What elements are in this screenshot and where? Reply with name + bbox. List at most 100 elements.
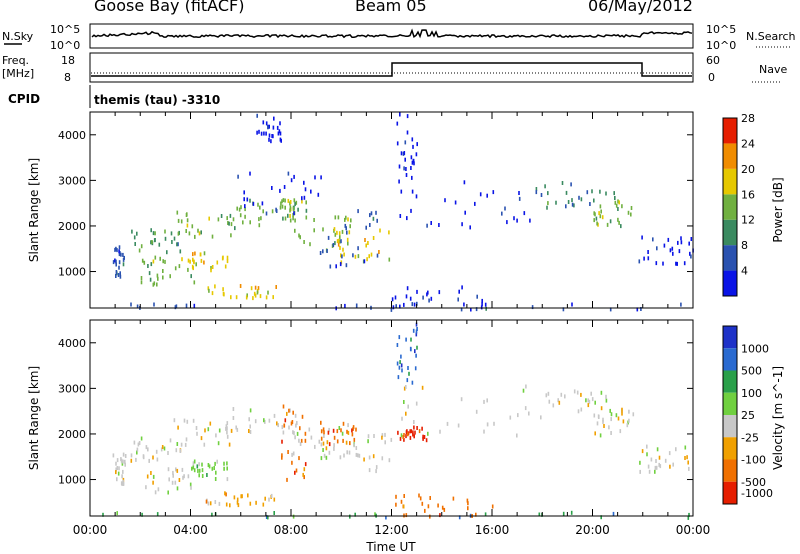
power-mark [304, 187, 307, 192]
power-mark [277, 131, 280, 136]
velocity-mark [283, 423, 285, 428]
power-mark [292, 206, 295, 211]
velocity-mark [410, 347, 412, 352]
velocity-mark [154, 490, 157, 495]
velocity-mark [196, 464, 199, 469]
power-mark [319, 251, 322, 255]
velocity-mark [483, 399, 485, 404]
power-mark [388, 257, 391, 262]
power-mark [347, 241, 349, 246]
power-mark [246, 293, 248, 298]
velocity-mark [342, 438, 344, 443]
power-mark [481, 302, 483, 307]
velocity-mark [538, 512, 541, 517]
power-mark [345, 263, 348, 268]
power-mark [282, 198, 285, 203]
power-mark [153, 281, 156, 286]
power-mark [249, 171, 251, 176]
power-mark [230, 233, 232, 238]
power-mark [290, 178, 293, 183]
velocity-mark [413, 434, 415, 439]
velocity-mark [405, 434, 407, 439]
velocity-mark [348, 450, 351, 455]
power-mark [469, 225, 471, 230]
noise-right-label: N.Search [746, 30, 796, 43]
velocity-mark [552, 403, 555, 408]
power-mark [267, 290, 269, 295]
velocity-mark [416, 426, 418, 430]
velocity-mark [225, 424, 228, 429]
velocity-mark [298, 438, 300, 443]
power-mark [130, 302, 132, 307]
power-mark [259, 294, 262, 299]
velocity-ytick-label: 1000 [58, 474, 86, 487]
velocity-mark [273, 413, 276, 418]
power-mark [400, 151, 403, 156]
velocity-mark [152, 480, 154, 485]
power-mark [475, 307, 478, 312]
velocity-mark [122, 482, 124, 486]
power-mark [376, 218, 378, 223]
velocity-mark [656, 447, 659, 452]
power-mark [370, 252, 373, 257]
power-ytick-label: 3000 [58, 174, 86, 187]
power-mark [289, 208, 291, 213]
power-mark [293, 174, 295, 179]
velocity-mark [684, 445, 687, 450]
velocity-mark [115, 467, 117, 472]
power-mark [292, 213, 294, 217]
velocity-mark [207, 427, 210, 432]
power-mark [338, 238, 340, 243]
velocity-mark [587, 398, 589, 403]
velocity-mark [407, 404, 409, 409]
velocity-mark [298, 456, 300, 461]
power-mark [501, 211, 503, 216]
velocity-mark [483, 429, 485, 434]
power-mark [309, 242, 311, 247]
velocity-mark [412, 430, 414, 435]
velocity-mark [349, 514, 351, 519]
velocity-mark [157, 487, 160, 492]
power-mark [230, 222, 233, 227]
velocity-mark [418, 493, 420, 498]
power-mark [276, 125, 279, 130]
velocity-mark [115, 470, 117, 475]
velocity-mark [408, 371, 410, 376]
power-mark [198, 231, 201, 236]
power-mark [326, 249, 328, 253]
velocity-mark [591, 397, 594, 402]
velocity-mark [173, 418, 176, 423]
power-mark [598, 211, 600, 216]
velocity-mark [525, 384, 527, 389]
power-mark [148, 271, 151, 276]
power-mark [593, 211, 595, 216]
power-mark [223, 292, 225, 297]
velocity-mark [192, 418, 195, 423]
velocity-mark [291, 420, 294, 424]
power-mark [211, 265, 214, 269]
power-mark [158, 242, 161, 247]
velocity-mark [156, 512, 159, 517]
power-mark [518, 191, 520, 195]
velocity-mark [142, 454, 145, 459]
freq-panel-frame [89, 52, 694, 83]
velocity-mark [397, 430, 399, 435]
velocity-mark [580, 407, 583, 412]
power-mark [357, 254, 360, 259]
power-mark [406, 216, 408, 221]
velocity-mark [345, 440, 348, 445]
velocity-mark [318, 439, 321, 444]
power-mark [232, 217, 235, 222]
power-mark [314, 175, 316, 180]
velocity-mark [308, 427, 311, 432]
velocity-mark [599, 433, 602, 438]
noise-panel: N.Sky 10^5 10^0 10^5 10^0 N.Search [2, 23, 796, 52]
velocity-mark [167, 467, 170, 472]
velocity-mark [349, 441, 351, 446]
power-mark [484, 302, 487, 307]
velocity-mark [225, 492, 227, 497]
beam-label: Beam 05 [355, 0, 427, 15]
velocity-mark [168, 477, 170, 482]
velocity-mark [198, 468, 201, 473]
velocity-mark [141, 512, 143, 517]
